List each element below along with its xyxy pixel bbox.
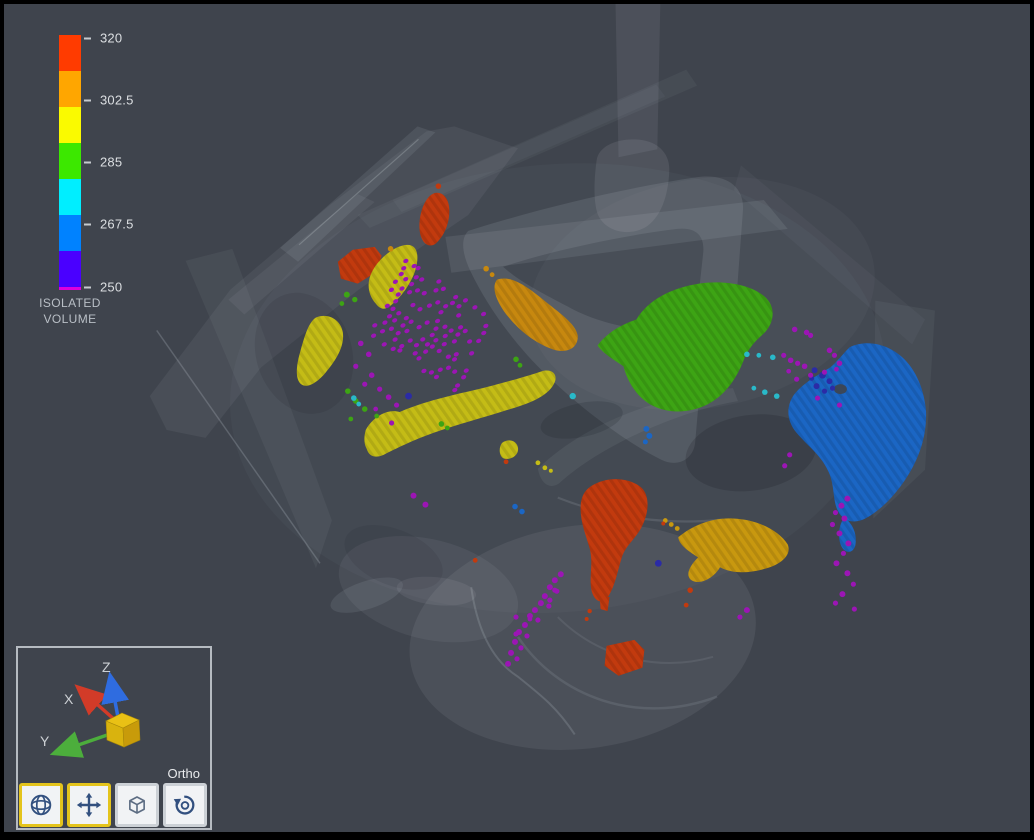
nav-button-pan[interactable] [67, 783, 111, 827]
legend-tick: 285 [84, 155, 122, 170]
legend-band [59, 107, 81, 143]
tick-label: 267.5 [100, 216, 134, 232]
legend-tick: 250 [84, 280, 122, 295]
axis-y-label: Y [40, 733, 50, 749]
legend-band [59, 287, 81, 290]
legend-isolated-volume: ISOLATED VOLUME 320 302.5 285 267.5 250 [0, 0, 220, 340]
navigation-widget: X Y Z Ortho [16, 646, 212, 830]
tick-dash [84, 99, 91, 101]
legend-title: ISOLATED VOLUME [24, 296, 116, 327]
tick-dash [84, 37, 91, 39]
legend-band [59, 71, 81, 107]
tick-label: 285 [100, 154, 123, 170]
viewport-3d[interactable] [4, 4, 1030, 832]
nav-button-iso-view[interactable] [115, 783, 159, 827]
axis-y-arrow [49, 731, 114, 758]
tick-label: 250 [100, 279, 123, 295]
view-toolbar [19, 783, 207, 827]
globe-icon [30, 794, 52, 816]
move-icon [76, 792, 102, 818]
legend-band [59, 143, 81, 179]
legend-band [59, 179, 81, 215]
isolated-volume-blobs [296, 192, 927, 676]
legend-title-line2: VOLUME [43, 311, 97, 326]
legend-band [59, 35, 81, 71]
tick-dash [84, 286, 91, 288]
legend-tick: 267.5 [84, 217, 134, 232]
tick-dash [84, 161, 91, 163]
cube-icon [129, 796, 145, 814]
tick-label: 302.5 [100, 92, 134, 108]
voxel-field-purple [371, 258, 489, 393]
projection-mode-label: Ortho [167, 766, 200, 781]
tick-label: 320 [100, 30, 123, 46]
axis-z-label: Z [102, 659, 111, 675]
tick-dash [84, 223, 91, 225]
voxel-dots [339, 183, 857, 667]
legend-title-line1: ISOLATED [39, 296, 101, 310]
legend-color-bar [59, 35, 81, 290]
nav-button-orbit[interactable] [19, 783, 63, 827]
nav-button-rotate[interactable] [163, 783, 207, 827]
axis-x-arrow [74, 684, 118, 723]
axis-x-label: X [64, 691, 74, 707]
legend-tick: 320 [84, 31, 122, 46]
legend-tick: 302.5 [84, 93, 134, 108]
legend-band [59, 215, 81, 251]
triad-cube [105, 712, 140, 729]
rotate-icon [173, 795, 195, 815]
orientation-triad[interactable]: X Y Z [18, 648, 210, 784]
legend-band [59, 251, 81, 287]
